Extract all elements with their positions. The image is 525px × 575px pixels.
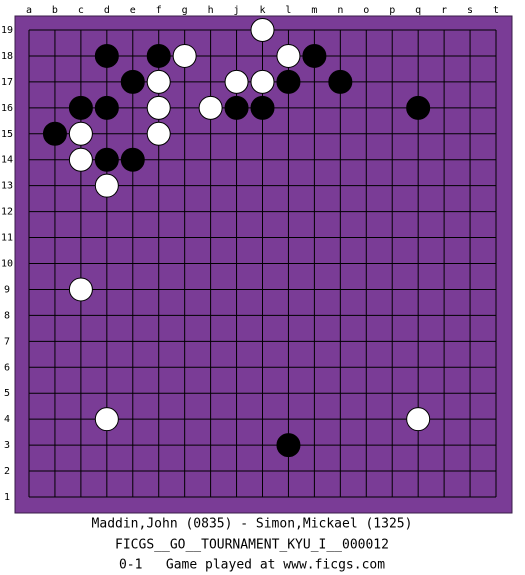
- row-label: 14: [1, 155, 13, 166]
- column-label: h: [208, 5, 214, 16]
- black-stone: [146, 43, 171, 68]
- black-stone: [120, 147, 145, 172]
- row-label: 19: [1, 25, 13, 36]
- white-stone: [250, 18, 275, 42]
- black-stone: [276, 433, 301, 458]
- column-label: e: [130, 5, 136, 16]
- column-label: m: [311, 5, 317, 16]
- row-label: 7: [4, 336, 10, 347]
- column-label: g: [182, 5, 188, 16]
- column-label: f: [156, 5, 162, 16]
- column-label: a: [26, 5, 32, 16]
- column-label: d: [104, 5, 110, 16]
- column-label: k: [259, 5, 265, 16]
- black-stone: [94, 95, 119, 120]
- row-label: 16: [1, 103, 13, 114]
- row-label: 10: [1, 259, 13, 270]
- white-stone: [68, 277, 93, 302]
- row-label: 18: [1, 51, 13, 62]
- row-label: 15: [1, 129, 13, 140]
- column-label: p: [389, 5, 395, 16]
- black-stone: [42, 121, 67, 146]
- white-stone: [198, 95, 223, 120]
- row-label: 13: [1, 181, 13, 192]
- white-stone: [68, 147, 93, 172]
- column-label: b: [52, 5, 58, 16]
- black-stone: [224, 95, 249, 120]
- row-label: 1: [4, 492, 10, 503]
- row-label: 6: [4, 362, 10, 373]
- column-label: t: [493, 5, 499, 16]
- players: Maddin,John (0835) - Simon,Mickael (1325…: [92, 517, 413, 532]
- white-stone: [276, 43, 301, 68]
- row-label: 17: [1, 77, 13, 88]
- black-stone: [406, 95, 431, 120]
- black-stone: [302, 43, 327, 68]
- row-label: 8: [4, 310, 10, 321]
- white-stone: [224, 69, 249, 94]
- column-label: n: [337, 5, 343, 16]
- column-label: s: [467, 5, 473, 16]
- black-stone: [94, 147, 119, 172]
- white-stone: [172, 43, 197, 68]
- row-label: 2: [4, 466, 10, 477]
- column-label: q: [415, 5, 421, 16]
- row-label: 5: [4, 388, 10, 399]
- black-stone: [328, 69, 353, 94]
- row-label: 9: [4, 284, 10, 295]
- column-label: r: [441, 5, 447, 16]
- column-label: c: [78, 5, 84, 16]
- black-stone: [276, 69, 301, 94]
- column-label: o: [363, 5, 369, 16]
- column-label: l: [285, 5, 291, 16]
- white-stone: [250, 69, 275, 94]
- row-label: 4: [4, 414, 10, 425]
- white-stone: [146, 95, 171, 120]
- black-stone: [94, 43, 119, 68]
- row-label: 11: [1, 233, 13, 244]
- white-stone: [94, 407, 119, 432]
- white-stone: [94, 173, 119, 198]
- black-stone: [120, 69, 145, 94]
- white-stone: [146, 69, 171, 94]
- row-label: 12: [1, 207, 13, 218]
- white-stone: [68, 121, 93, 146]
- white-stone: [406, 407, 431, 432]
- event: FICGS__GO__TOURNAMENT_KYU_I__000012: [115, 538, 389, 553]
- result: 0-1 Game played at www.ficgs.com: [119, 558, 385, 573]
- row-label: 3: [4, 440, 10, 451]
- column-label: j: [234, 5, 240, 16]
- black-stone: [250, 95, 275, 120]
- black-stone: [68, 95, 93, 120]
- white-stone: [146, 121, 171, 146]
